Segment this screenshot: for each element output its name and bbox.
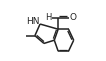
Text: H: H xyxy=(45,13,52,22)
Text: O: O xyxy=(69,13,76,22)
Text: HN: HN xyxy=(26,17,40,26)
